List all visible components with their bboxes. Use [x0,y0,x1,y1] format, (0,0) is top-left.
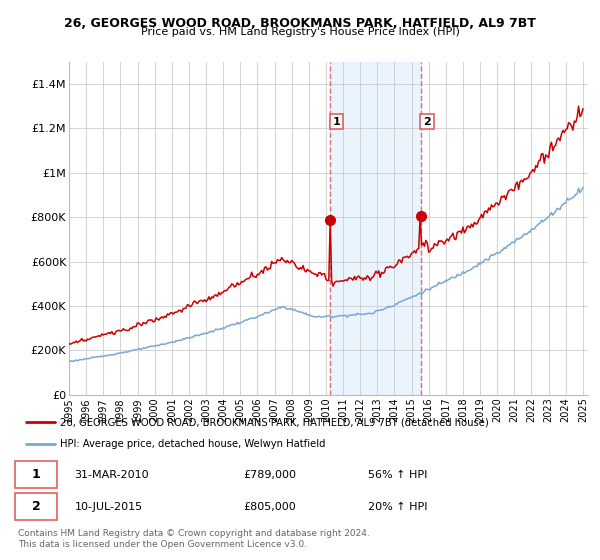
Text: 10-JUL-2015: 10-JUL-2015 [74,502,143,511]
FancyBboxPatch shape [15,493,58,520]
Text: 1: 1 [32,468,41,481]
Text: 1: 1 [333,116,341,127]
Text: 2: 2 [423,116,431,127]
Text: Price paid vs. HM Land Registry's House Price Index (HPI): Price paid vs. HM Land Registry's House … [140,27,460,37]
Text: 26, GEORGES WOOD ROAD, BROOKMANS PARK, HATFIELD, AL9 7BT (detached house): 26, GEORGES WOOD ROAD, BROOKMANS PARK, H… [60,417,489,427]
Text: £789,000: £789,000 [244,470,296,479]
Text: £805,000: £805,000 [244,502,296,511]
Text: 26, GEORGES WOOD ROAD, BROOKMANS PARK, HATFIELD, AL9 7BT: 26, GEORGES WOOD ROAD, BROOKMANS PARK, H… [64,17,536,30]
Text: 20% ↑ HPI: 20% ↑ HPI [368,502,427,511]
Text: 31-MAR-2010: 31-MAR-2010 [74,470,149,479]
Text: 2: 2 [32,500,41,513]
Text: HPI: Average price, detached house, Welwyn Hatfield: HPI: Average price, detached house, Welw… [60,439,326,449]
Text: 56% ↑ HPI: 56% ↑ HPI [368,470,427,479]
Bar [330,62,421,395]
FancyBboxPatch shape [15,461,58,488]
Text: Contains HM Land Registry data © Crown copyright and database right 2024.
This d: Contains HM Land Registry data © Crown c… [18,529,370,549]
